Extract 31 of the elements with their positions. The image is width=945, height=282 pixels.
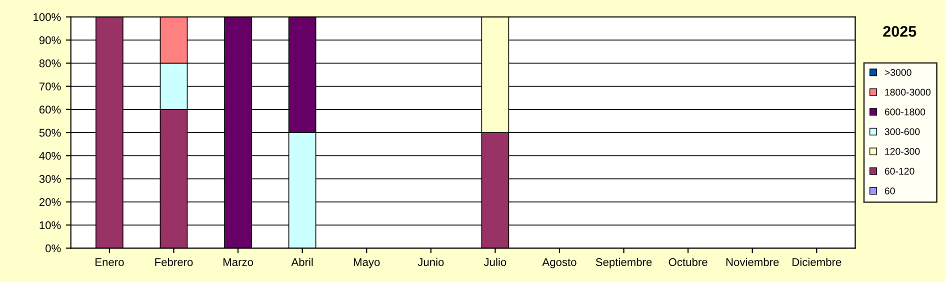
- legend-label: 600-1800: [884, 108, 926, 116]
- legend-label: 1800-3000: [885, 88, 931, 96]
- y-tick-label: 70%: [39, 82, 61, 90]
- text: 2025: [883, 26, 916, 37]
- x-tick-label: Abril: [291, 258, 313, 266]
- x-tick-label: Enero: [96, 258, 124, 266]
- legend-label: 60-120: [884, 168, 914, 175]
- x-tick-label: Julio: [484, 258, 506, 266]
- x-tick-label: Junio: [418, 258, 444, 266]
- y-tick-label: 100%: [34, 13, 61, 22]
- y-tick-label: 50%: [39, 128, 61, 137]
- y-tick-label: 0%: [46, 244, 61, 252]
- x-tick-label: Noviembre: [726, 258, 779, 266]
- y-tick-label: 80%: [39, 59, 61, 68]
- x-tick-label: Agosto: [542, 258, 576, 268]
- x-tick-label: Mayo: [354, 258, 380, 268]
- y-tick-label: 10%: [40, 221, 61, 230]
- x-tick-label: Octubre: [668, 258, 708, 266]
- x-tick-label: Diciembre: [792, 258, 842, 266]
- x-tick-label: Marzo: [224, 258, 253, 266]
- y-tick-label: 90%: [39, 36, 61, 44]
- x-tick-label: Febrero: [155, 258, 193, 266]
- y-tick-label: 60%: [39, 106, 61, 114]
- legend-label: 300-600: [884, 128, 920, 136]
- legend-label: >3000: [884, 68, 912, 76]
- y-tick-label: 20%: [39, 198, 61, 206]
- y-tick-label: 30%: [39, 175, 61, 183]
- legend-label: 120-300: [885, 148, 920, 155]
- y-tick-label: 40%: [39, 152, 61, 160]
- legend-label: 60: [884, 188, 895, 194]
- x-tick-label: Septiembre: [596, 258, 652, 268]
